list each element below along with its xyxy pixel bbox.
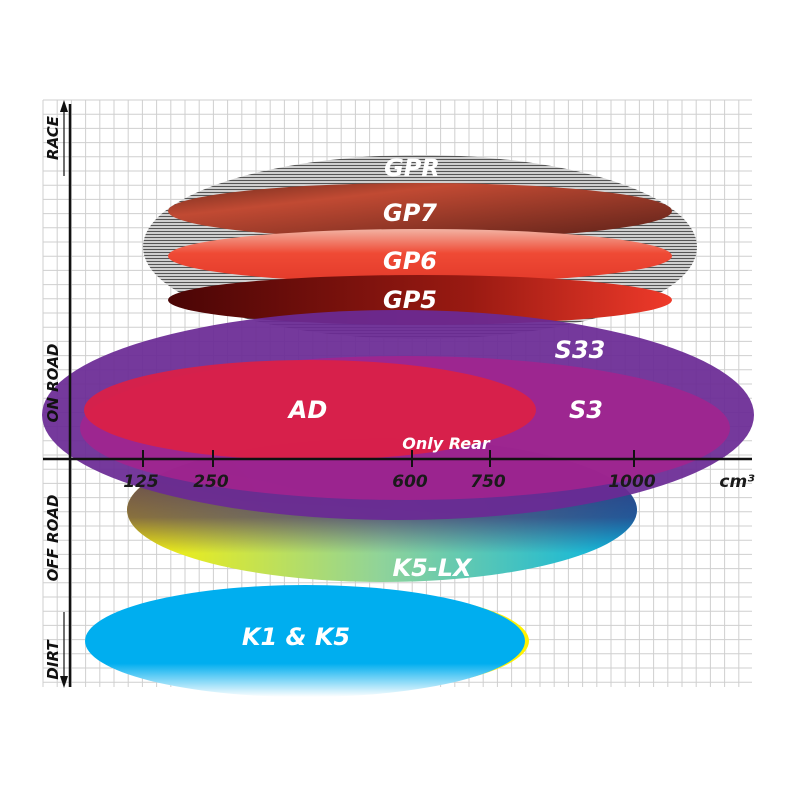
region-gp6 <box>168 229 672 283</box>
region-gp7 <box>168 183 672 239</box>
region-ellipse-k1k5 <box>85 585 525 697</box>
y-axis-label: RACE <box>44 115 62 160</box>
y-axis-label: ON ROAD <box>44 344 62 423</box>
arrow-down-icon <box>60 676 68 688</box>
region-k1k5 <box>85 585 529 697</box>
region-label-gp5: GP5 <box>383 286 437 314</box>
region-ellipse-gp5 <box>168 275 672 325</box>
x-axis-unit: cm³ <box>719 472 755 492</box>
region-ellipse-ad <box>84 360 536 460</box>
region-ellipse-gp6 <box>168 229 672 283</box>
region-label-gp6: GP6 <box>383 247 437 275</box>
region-gp5 <box>168 275 672 325</box>
region-label-s3: S3 <box>569 396 603 424</box>
region-label-ad: AD <box>287 396 328 424</box>
x-tick-label: 750 <box>470 472 506 492</box>
region-label-k1k5: K1 & K5 <box>242 623 350 651</box>
arrow-up-icon <box>60 100 68 112</box>
y-axis-label: DIRT <box>44 639 62 680</box>
region-label-gpr: GPR <box>384 154 440 182</box>
x-tick-label: 600 <box>392 472 428 492</box>
region-ad <box>84 360 536 460</box>
x-tick-label: 1000 <box>608 472 655 492</box>
x-tick-label: 125 <box>123 472 159 492</box>
y-axis-label: OFF ROAD <box>44 495 62 582</box>
x-tick-label: 250 <box>193 472 229 492</box>
region-label-k5lx: K5-LX <box>392 554 473 582</box>
annotation-only-rear: Only Rear <box>402 434 491 453</box>
region-label-gp7: GP7 <box>383 199 437 227</box>
region-label-s33: S33 <box>555 336 606 364</box>
region-ellipse-gp7 <box>168 183 672 239</box>
